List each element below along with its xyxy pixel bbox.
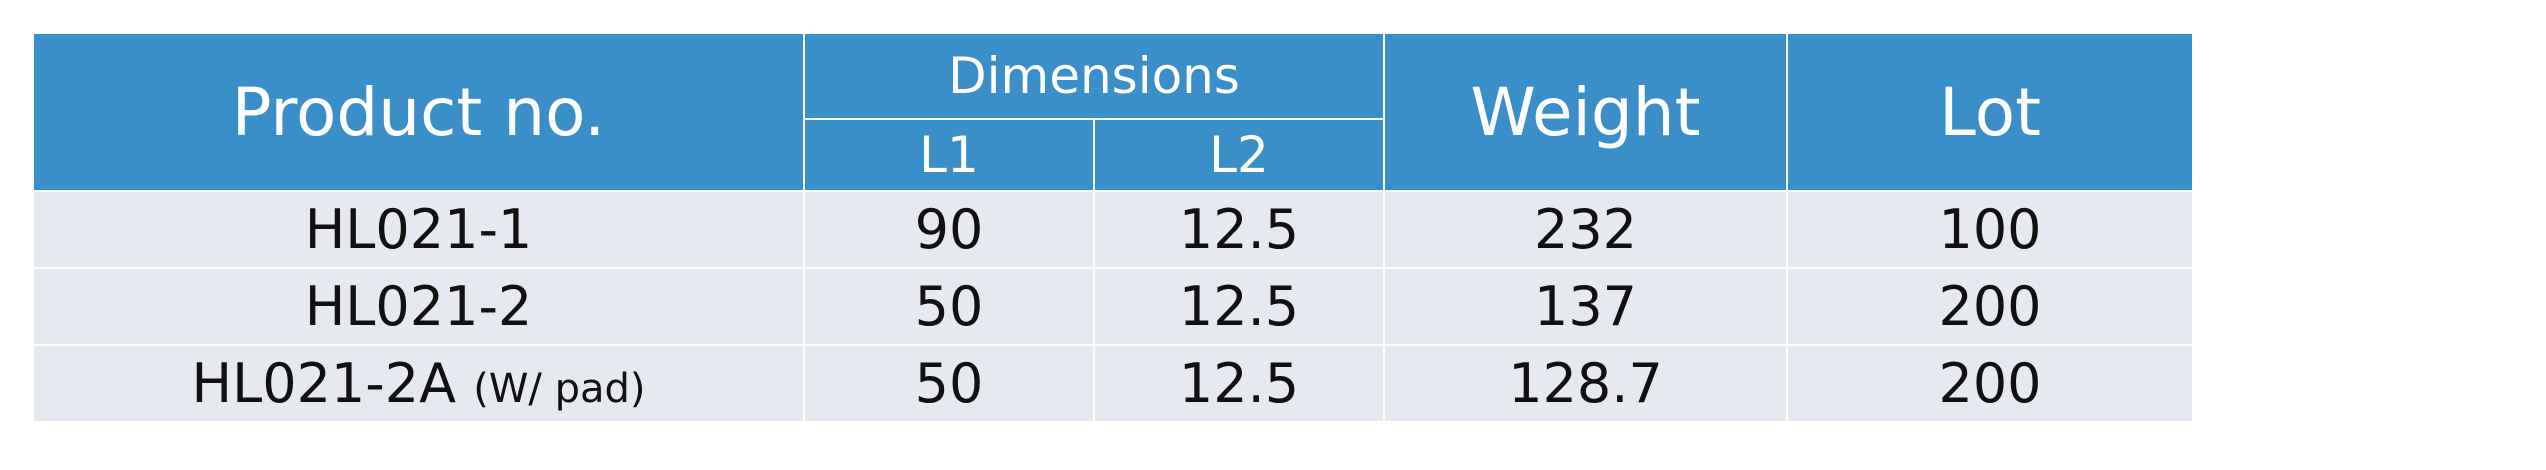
table-row: HL021-2 50 12.5 137 200 bbox=[32, 267, 2195, 346]
product-spec-table: Product no. Dimensions Weight Lot L1 L2 … bbox=[32, 32, 2195, 423]
header-product-no: Product no. bbox=[32, 32, 805, 192]
cell-lot: 200 bbox=[1786, 267, 2195, 346]
cell-l1: 50 bbox=[803, 267, 1095, 346]
cell-l2: 12.5 bbox=[1092, 344, 1386, 423]
header-l1: L1 bbox=[803, 118, 1095, 192]
cell-product: HL021-2 bbox=[32, 267, 805, 346]
cell-lot: 200 bbox=[1786, 344, 2195, 423]
product-number: HL021-2A bbox=[191, 352, 457, 415]
header-dimensions: Dimensions bbox=[802, 32, 1386, 120]
cell-lot: 100 bbox=[1786, 190, 2195, 269]
cell-l2: 12.5 bbox=[1092, 190, 1386, 269]
cell-weight: 137 bbox=[1383, 267, 1789, 346]
header-weight: Weight bbox=[1383, 32, 1789, 192]
cell-product: HL021-2A (W/ pad) bbox=[32, 344, 805, 423]
cell-weight: 232 bbox=[1383, 190, 1789, 269]
table-row: HL021-1 90 12.5 232 100 bbox=[32, 190, 2195, 269]
cell-weight: 128.7 bbox=[1383, 344, 1789, 423]
cell-product: HL021-1 bbox=[32, 190, 805, 269]
product-number: HL021-1 bbox=[304, 198, 533, 261]
product-note: (W/ pad) bbox=[473, 366, 646, 412]
header-lot: Lot bbox=[1786, 32, 2195, 192]
cell-l1: 50 bbox=[803, 344, 1095, 423]
cell-l2: 12.5 bbox=[1092, 267, 1386, 346]
header-l2: L2 bbox=[1092, 118, 1386, 192]
product-number: HL021-2 bbox=[304, 275, 533, 338]
table-row: HL021-2A (W/ pad) 50 12.5 128.7 200 bbox=[32, 344, 2195, 423]
cell-l1: 90 bbox=[803, 190, 1095, 269]
